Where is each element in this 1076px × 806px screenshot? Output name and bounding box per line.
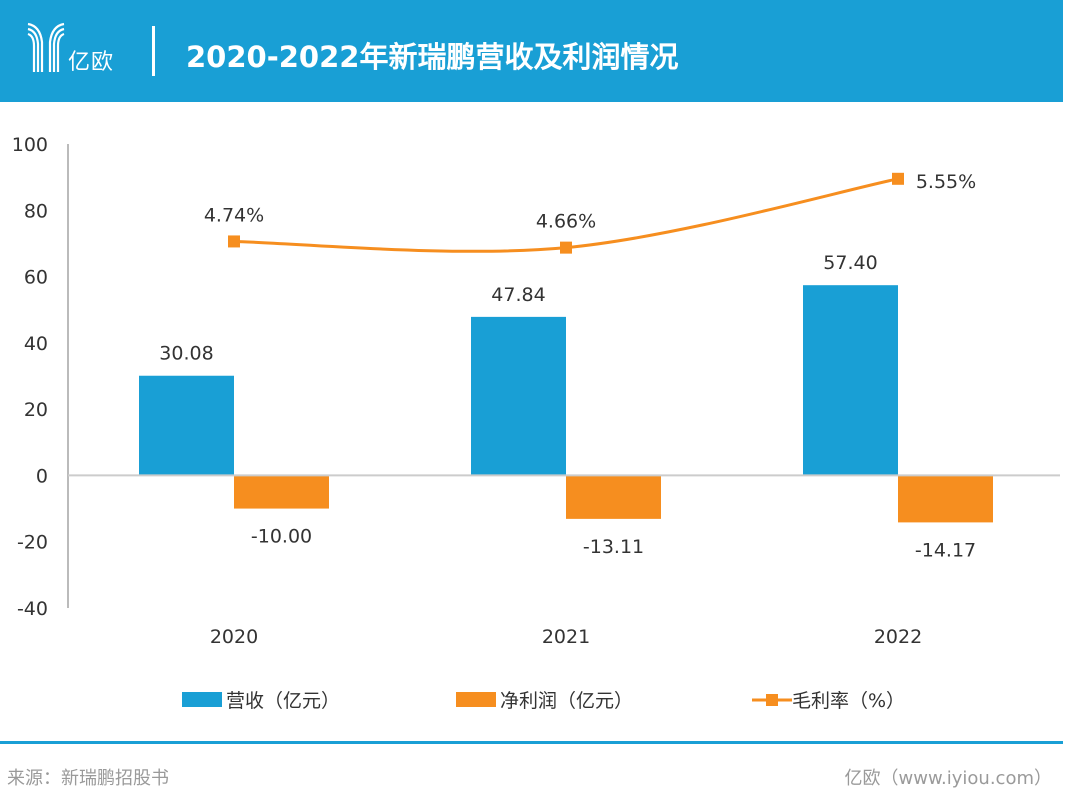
legend-line-marker-icon — [752, 693, 792, 706]
net-profit-bar — [566, 475, 661, 519]
gross-margin-data-label: 5.55% — [916, 171, 976, 193]
gross-margin-point — [560, 241, 572, 254]
revenue-bar — [471, 316, 566, 476]
revenue-data-label: 30.08 — [159, 343, 213, 365]
footer-divider — [0, 741, 1063, 744]
legend-swatch-profit — [456, 692, 496, 707]
revenue-bar — [139, 375, 234, 476]
net-profit-data-label: -13.11 — [583, 536, 644, 558]
chart-title: 2020-2022年新瑞鹏营收及利润情况 — [186, 40, 679, 74]
legend-label: 营收（亿元） — [226, 690, 341, 712]
x-tick-label: 2022 — [874, 626, 922, 648]
legend-item-margin: 毛利率（%） — [752, 686, 905, 713]
net-profit-data-label: -14.17 — [915, 539, 976, 561]
site-credit: 亿欧（www.iyiou.com） — [844, 768, 1052, 789]
y-tick-label: 0 — [36, 465, 48, 487]
net-profit-bar — [234, 475, 329, 509]
y-tick-label: -20 — [17, 532, 48, 554]
gross-margin-data-label: 4.66% — [536, 211, 596, 233]
y-tick-label: 80 — [24, 200, 48, 222]
gross-margin-point — [228, 235, 240, 248]
x-tick-label: 2020 — [210, 626, 258, 648]
chart-area: 100 80 60 40 20 0 -20 -40 30.08 -10.00 2020 47.84 -1… — [12, 134, 1060, 648]
y-tick-label: 20 — [24, 399, 48, 421]
legend-swatch-revenue — [182, 692, 222, 707]
header-divider — [152, 26, 155, 76]
revenue-bar — [803, 285, 898, 476]
source-note: 来源：新瑞鹏招股书 — [7, 768, 169, 789]
y-tick-label: 100 — [12, 134, 48, 156]
net-profit-bar — [898, 475, 993, 523]
legend-label: 毛利率（%） — [792, 690, 906, 712]
legend-label: 净利润（亿元） — [500, 690, 634, 712]
net-profit-data-label: -10.00 — [251, 526, 312, 548]
legend: 营收（亿元） 净利润（亿元） 毛利率（%） — [0, 686, 1076, 716]
logo-text: 亿欧 — [68, 50, 115, 75]
header-bar: 亿欧 2020-2022年新瑞鹏营收及利润情况 — [0, 0, 1063, 102]
y-tick-label: 60 — [24, 267, 48, 289]
x-tick-label: 2021 — [542, 626, 590, 648]
yiou-logo-icon — [27, 22, 65, 72]
y-tick-label: -40 — [17, 598, 48, 620]
revenue-data-label: 57.40 — [823, 252, 877, 274]
y-tick-label: 40 — [24, 333, 48, 355]
gross-margin-data-label: 4.74% — [204, 204, 264, 226]
legend-item-revenue: 营收（亿元） — [182, 686, 340, 713]
gross-margin-point — [892, 172, 904, 185]
legend-item-profit: 净利润（亿元） — [456, 686, 633, 713]
revenue-data-label: 47.84 — [491, 284, 545, 306]
